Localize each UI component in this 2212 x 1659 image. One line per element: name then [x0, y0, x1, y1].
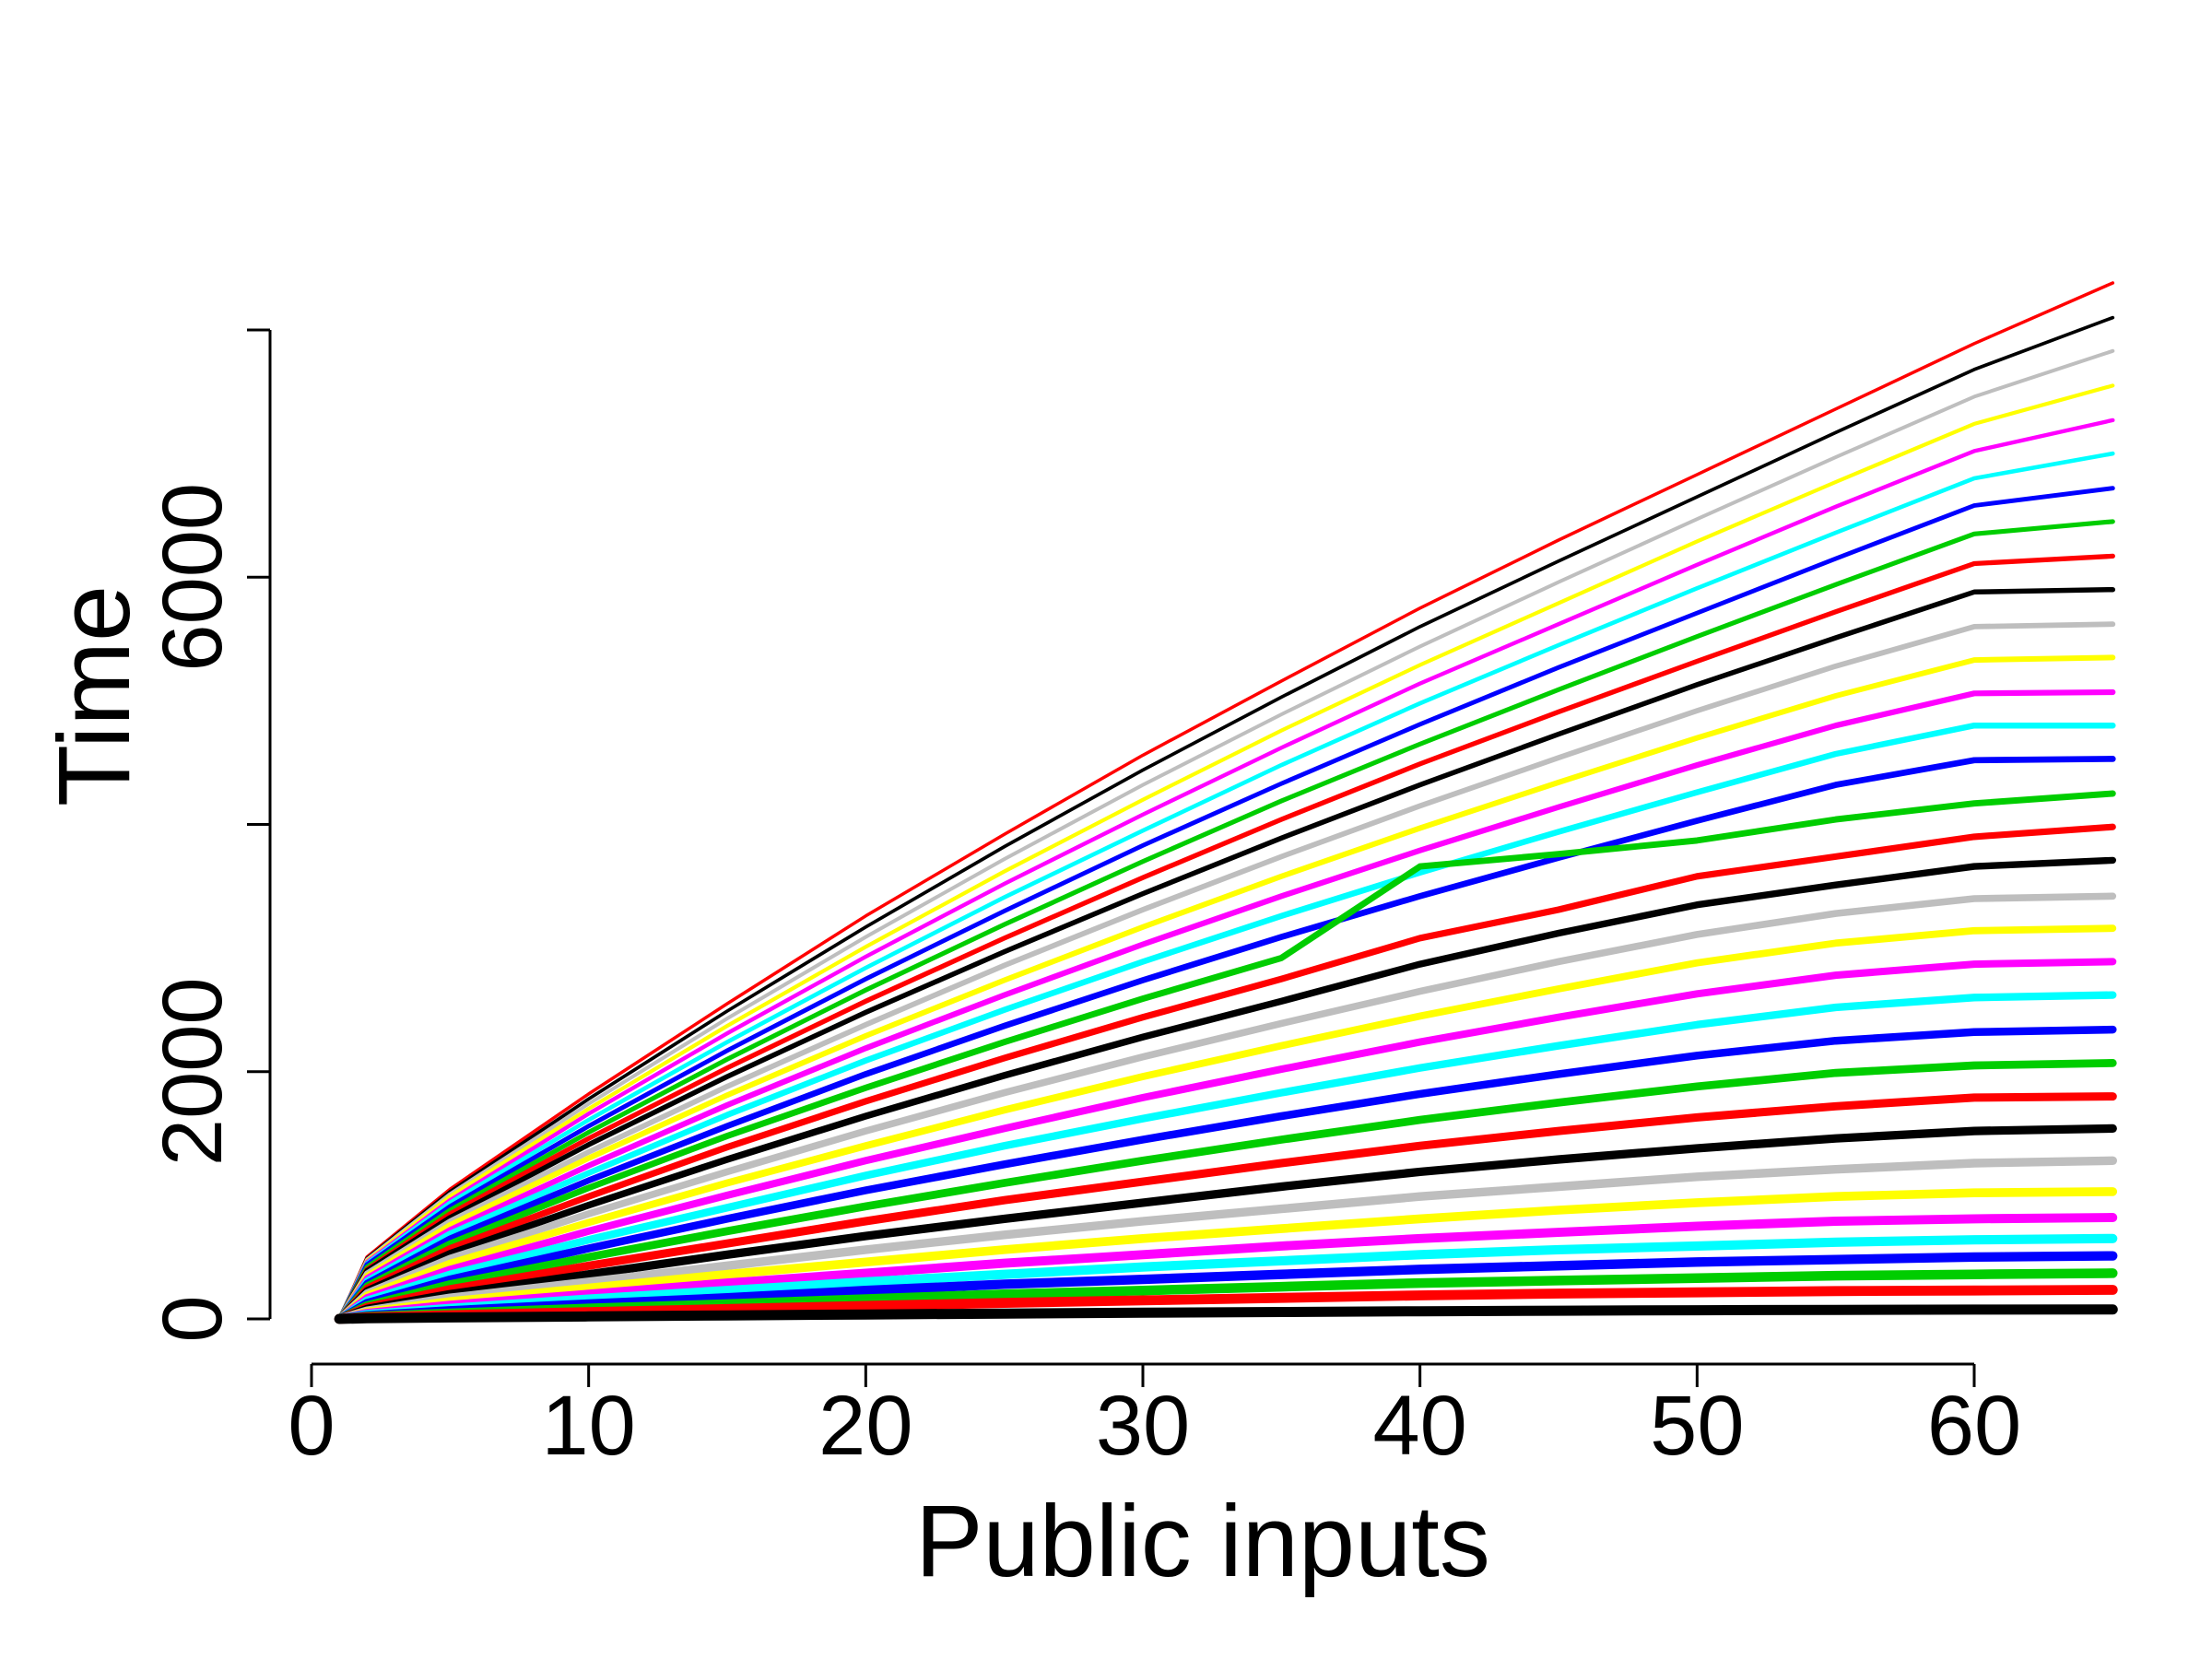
series-line-27: [335, 1156, 2118, 1324]
series-line-26: [335, 1124, 2117, 1324]
series-line-34: [334, 1304, 2118, 1324]
series-line-19: [335, 892, 2117, 1323]
series-line-4: [337, 383, 2115, 1322]
x-tick-label-60: 60: [1927, 1379, 2021, 1473]
y-axis-title: Time: [38, 585, 151, 806]
y-tick-label-0: 0: [146, 1295, 240, 1342]
series-line-18: [335, 856, 2117, 1323]
series-line-20: [335, 924, 2117, 1323]
series-line-22: [335, 991, 2117, 1324]
x-tick-label-30: 30: [1096, 1379, 1190, 1473]
series-line-13: [336, 688, 2116, 1323]
series-line-6: [336, 451, 2115, 1322]
axes-layer: 0 2000 6000 0 10 20 30 40 50 60: [146, 328, 2021, 1473]
series-line-5: [336, 418, 2115, 1322]
x-tick-label-10: 10: [541, 1379, 635, 1473]
series-line-2: [337, 315, 2115, 1321]
y-tick-label-2000: 2000: [146, 977, 240, 1166]
x-tick-label-20: 20: [818, 1379, 912, 1473]
y-axis-ticks: 0 2000 6000: [146, 328, 270, 1343]
series-layer: [334, 281, 2118, 1324]
series-line-9: [336, 553, 2115, 1322]
series-line-25: [335, 1092, 2117, 1324]
series-line-23: [335, 1025, 2117, 1324]
series-line-1: [337, 281, 2115, 1321]
series-line-15: [335, 756, 2116, 1323]
x-axis-ticks: 0 10 20 30 40 50 60: [288, 1364, 2021, 1473]
series-line-10: [336, 586, 2116, 1322]
series-line-7: [336, 486, 2115, 1322]
series-line-11: [336, 621, 2116, 1322]
x-tick-label-0: 0: [288, 1379, 335, 1473]
series-line-16: [335, 790, 2116, 1323]
series-line-12: [336, 654, 2116, 1322]
y-tick-label-6000: 6000: [146, 483, 240, 672]
series-line-24: [335, 1059, 2117, 1324]
x-tick-label-50: 50: [1650, 1379, 1744, 1473]
series-line-21: [335, 958, 2117, 1323]
x-tick-label-40: 40: [1372, 1379, 1466, 1473]
series-line-8: [336, 519, 2115, 1322]
series-line-17: [335, 823, 2116, 1323]
x-axis-title: Public inputs: [915, 1485, 1490, 1598]
series-line-14: [335, 722, 2116, 1323]
series-line-3: [337, 348, 2115, 1321]
